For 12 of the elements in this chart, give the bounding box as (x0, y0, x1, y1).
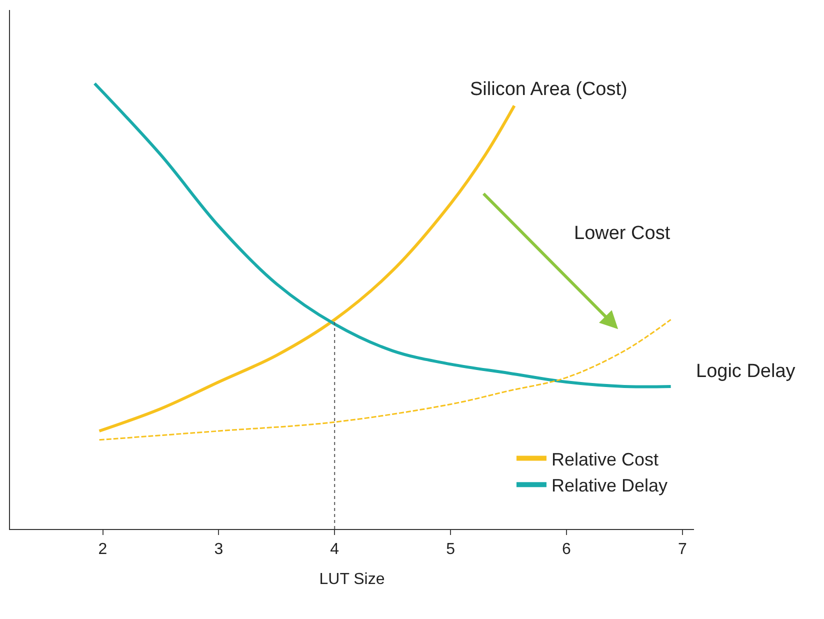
annotation: Lower Cost (574, 223, 671, 244)
legend-label: Relative Delay (551, 476, 668, 496)
x-tick-label: 4 (330, 541, 340, 558)
x-tick-label: 2 (98, 541, 108, 558)
x-axis-title: LUT Size (319, 570, 385, 588)
x-tick-label: 3 (214, 541, 224, 558)
legend-label: Relative Cost (551, 449, 659, 470)
x-tick-label: 7 (678, 541, 687, 558)
annotation: Silicon Area (Cost) (470, 79, 628, 100)
x-tick-label: 5 (446, 541, 456, 558)
text: Logic Delay (696, 361, 796, 382)
x-tick-label: 6 (562, 541, 572, 558)
